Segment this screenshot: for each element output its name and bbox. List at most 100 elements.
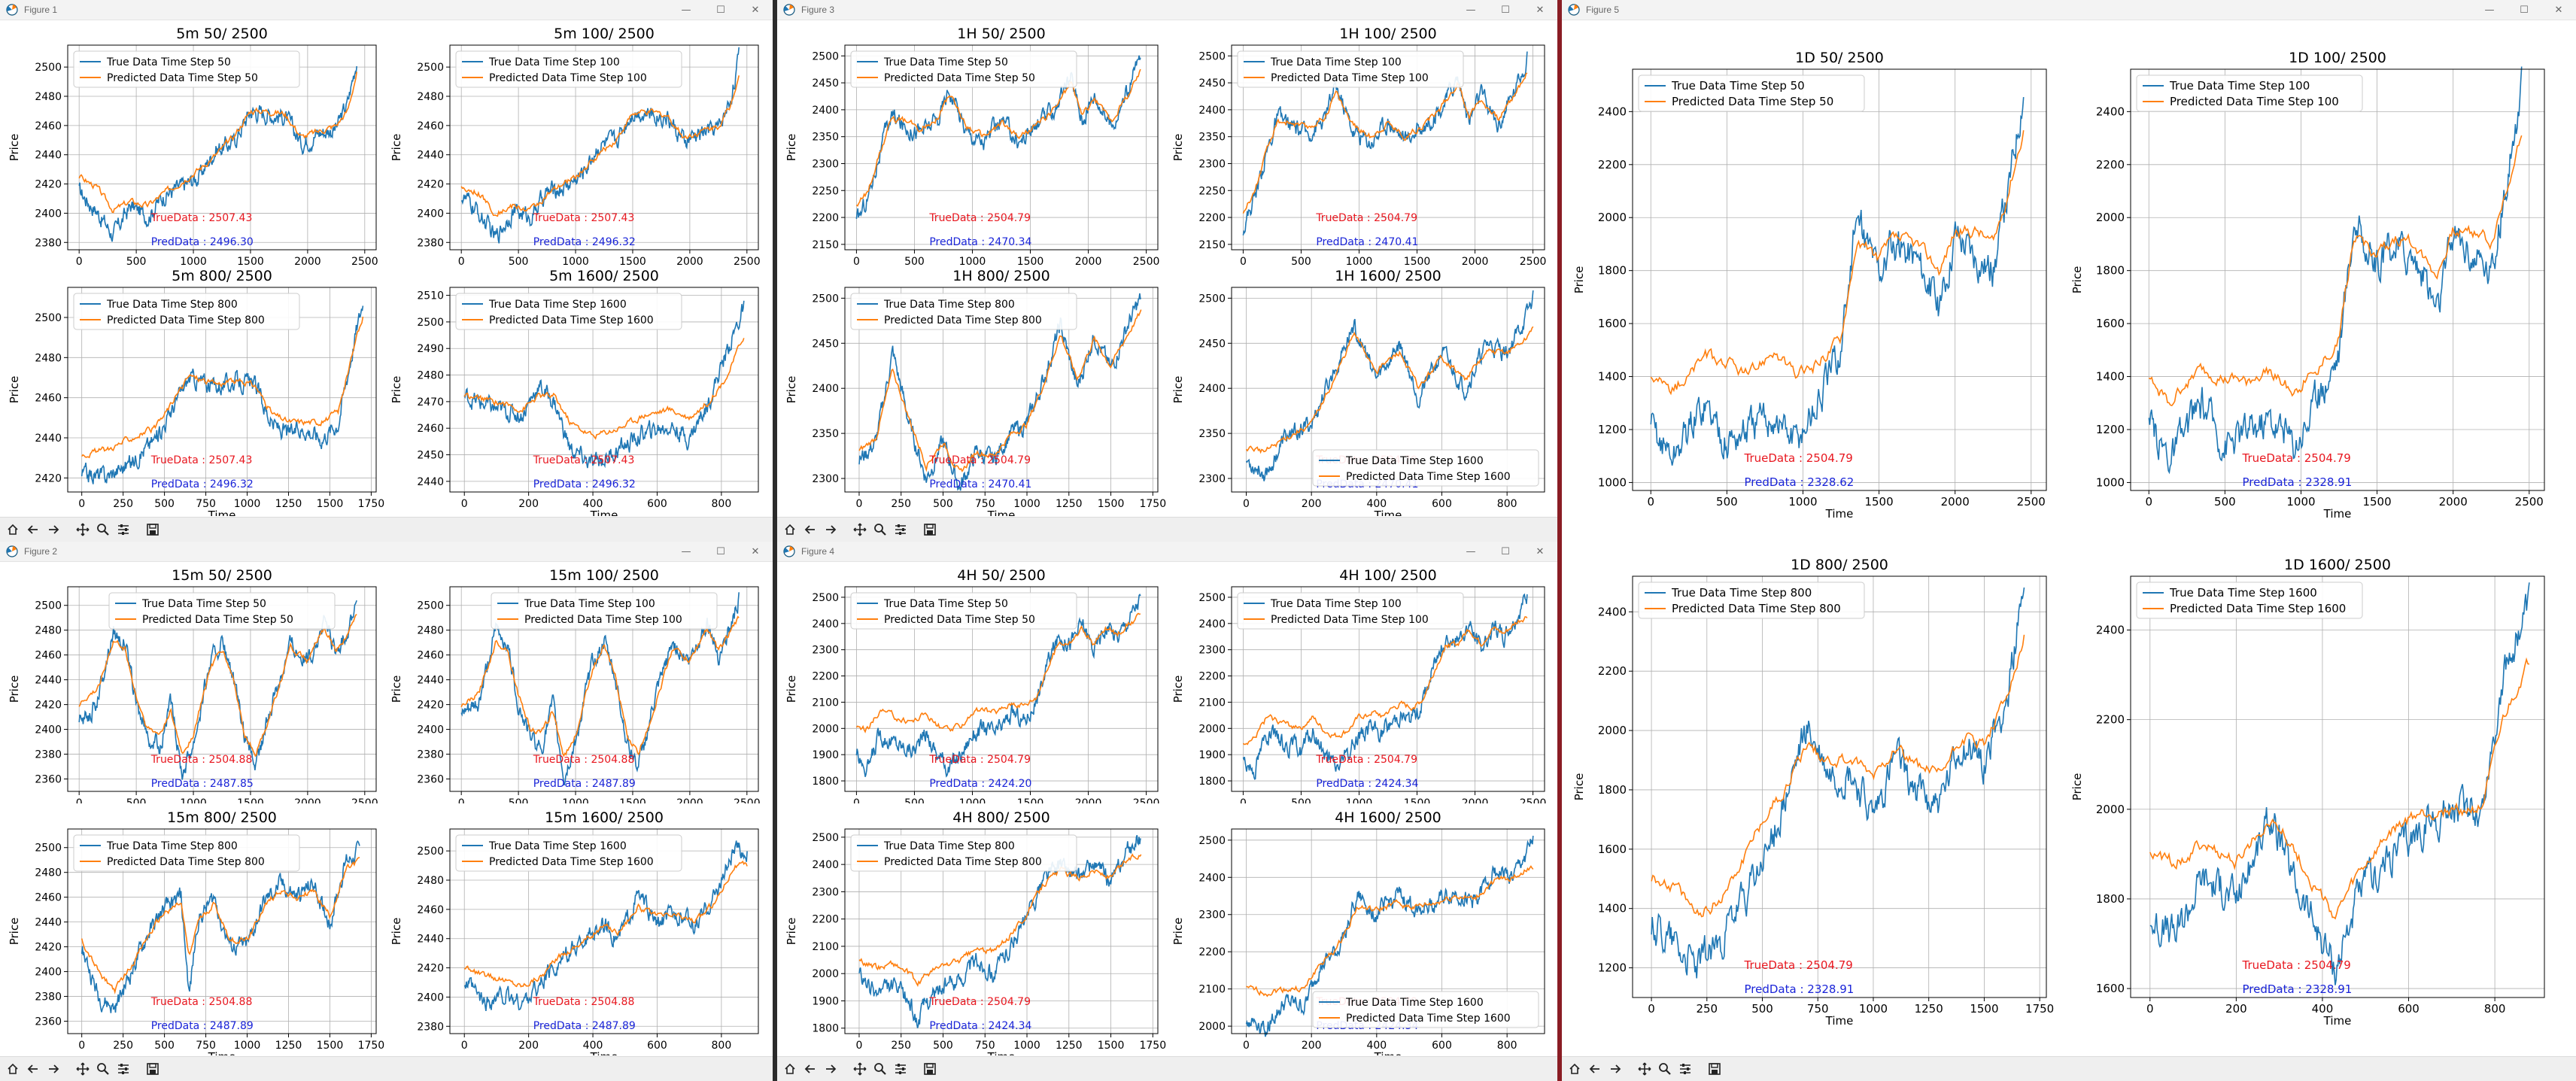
matplotlib-icon: [783, 4, 795, 16]
figure-canvas[interactable]: 0 500 1000 1500 2000 2500 2150 2200 2250 2300 2350…: [777, 20, 1557, 516]
maximize-button[interactable]: ☐: [2520, 4, 2529, 16]
save-button[interactable]: [922, 521, 938, 538]
legend: True Data Time Step 1600 Predicted Data T…: [455, 293, 682, 330]
y-tick-label: 2380: [35, 991, 62, 1004]
close-button[interactable]: ✕: [751, 545, 760, 557]
x-tick-label: 750: [975, 1040, 995, 1052]
configure-button[interactable]: [892, 1061, 909, 1077]
figure-canvas[interactable]: 0 500 1000 1500 2000 2500 2360 2380 2400 2420 2440…: [0, 561, 773, 1055]
back-button[interactable]: [802, 1061, 819, 1077]
zoom-button[interactable]: [95, 1061, 111, 1077]
navigation-toolbar: [777, 1056, 1557, 1081]
y-tick-label: 2440: [417, 150, 444, 162]
zoom-button[interactable]: [872, 521, 889, 538]
home-button[interactable]: [1566, 1061, 1583, 1077]
chart-title: 15m 100/ 2500: [549, 567, 659, 584]
save-button[interactable]: [922, 1061, 938, 1077]
configure-button[interactable]: [1677, 1061, 1694, 1077]
forward-button[interactable]: [1607, 1061, 1624, 1077]
pred-data-annotation: PredData : 2424.20: [929, 778, 1031, 790]
save-button[interactable]: [144, 1061, 161, 1077]
pan-button[interactable]: [852, 521, 868, 538]
minimize-button[interactable]: —: [1466, 545, 1476, 557]
x-tick-label: 800: [1497, 498, 1517, 510]
x-tick-label: 500: [1291, 797, 1311, 803]
zoom-button[interactable]: [872, 1061, 889, 1077]
minimize-button[interactable]: —: [681, 545, 691, 557]
legend: True Data Time Step 800 Predicted Data Ti…: [73, 293, 300, 330]
back-button[interactable]: [25, 1061, 41, 1077]
x-tick-label: 500: [126, 256, 147, 268]
pred-data-annotation: PredData : 2328.91: [2243, 475, 2353, 489]
y-tick-label: 2000: [812, 968, 839, 980]
configure-button[interactable]: [115, 1061, 132, 1077]
maximize-button[interactable]: ☐: [716, 545, 725, 557]
x-tick-label: 500: [1291, 256, 1311, 268]
legend-box: [1312, 991, 1539, 1028]
close-button[interactable]: ✕: [1536, 4, 1545, 16]
forward-icon: [49, 525, 59, 534]
home-button[interactable]: [782, 1061, 798, 1077]
minimize-button[interactable]: —: [1466, 4, 1476, 16]
axes-frame: [1231, 287, 1545, 493]
pan-button[interactable]: [1636, 1061, 1653, 1077]
zoom-button[interactable]: [95, 521, 111, 538]
y-tick-label: 2400: [1598, 105, 1627, 118]
minimize-button[interactable]: —: [2484, 4, 2495, 16]
series-line-predicted: [78, 71, 357, 214]
series-line-predicted: [858, 309, 1142, 472]
zoom-icon: [97, 1063, 109, 1075]
forward-button[interactable]: [45, 1061, 62, 1077]
series-line-predicted: [460, 615, 740, 758]
true-data-annotation: TrueData : 2504.79: [928, 212, 1031, 224]
true-data-annotation: TrueData : 2504.79: [928, 454, 1031, 466]
minimize-button[interactable]: —: [681, 4, 691, 16]
home-button[interactable]: [782, 521, 798, 538]
home-button[interactable]: [5, 1061, 21, 1077]
chart-title: 1H 100/ 2500: [1339, 26, 1436, 42]
figure-canvas[interactable]: 0 500 1000 1500 2000 2500 1800 1900 2000 2100 2200…: [777, 561, 1557, 1055]
x-tick-label: 1750: [1139, 498, 1166, 510]
pan-button[interactable]: [74, 521, 91, 538]
configure-button[interactable]: [892, 521, 909, 538]
legend: True Data Time Step 50 Predicted Data Tim…: [850, 50, 1077, 88]
true-data-annotation: TrueData : 2507.43: [150, 212, 253, 224]
x-tick-label: 2500: [1520, 797, 1547, 803]
pan-button[interactable]: [74, 1061, 91, 1077]
axes-frame: [2130, 68, 2545, 491]
maximize-button[interactable]: ☐: [1501, 545, 1510, 557]
close-button[interactable]: ✕: [1536, 545, 1545, 557]
save-button[interactable]: [1706, 1061, 1723, 1077]
forward-button[interactable]: [822, 521, 839, 538]
y-axis-label: Price: [8, 918, 21, 946]
forward-button[interactable]: [45, 521, 62, 538]
back-button[interactable]: [802, 521, 819, 538]
y-tick-label: 2350: [812, 428, 839, 440]
x-tick-label: 1500: [619, 797, 646, 803]
figure-canvas[interactable]: 0 500 1000 1500 2000 2500 1000 1200 1400 1600 1800…: [1562, 20, 2576, 1055]
maximize-button[interactable]: ☐: [1501, 4, 1510, 16]
back-button[interactable]: [1587, 1061, 1603, 1077]
y-tick-label: 2300: [812, 473, 839, 485]
x-tick-label: 0: [853, 797, 860, 803]
y-tick-label: 2150: [1198, 239, 1226, 251]
y-tick-label: 2500: [812, 592, 839, 604]
y-tick-label: 2500: [417, 846, 444, 858]
window-title: Figure 1: [24, 5, 58, 15]
back-button[interactable]: [25, 521, 41, 538]
pred-data-annotation: PredData : 2470.34: [929, 236, 1031, 248]
forward-button[interactable]: [822, 1061, 839, 1077]
maximize-button[interactable]: ☐: [716, 4, 725, 16]
y-tick-label: 2200: [1198, 212, 1226, 224]
plot-area: [2131, 576, 2544, 997]
close-button[interactable]: ✕: [2554, 4, 2563, 16]
pan-button[interactable]: [852, 1061, 868, 1077]
home-button[interactable]: [5, 521, 21, 538]
configure-button[interactable]: [115, 521, 132, 538]
x-tick-label: 2000: [294, 797, 321, 803]
save-button[interactable]: [144, 521, 161, 538]
close-button[interactable]: ✕: [751, 4, 760, 16]
zoom-button[interactable]: [1657, 1061, 1673, 1077]
figure-canvas[interactable]: 0 500 1000 1500 2000 2500 2380 2400 2420 2440 2460…: [0, 20, 773, 516]
y-tick-label: 2420: [417, 179, 444, 191]
